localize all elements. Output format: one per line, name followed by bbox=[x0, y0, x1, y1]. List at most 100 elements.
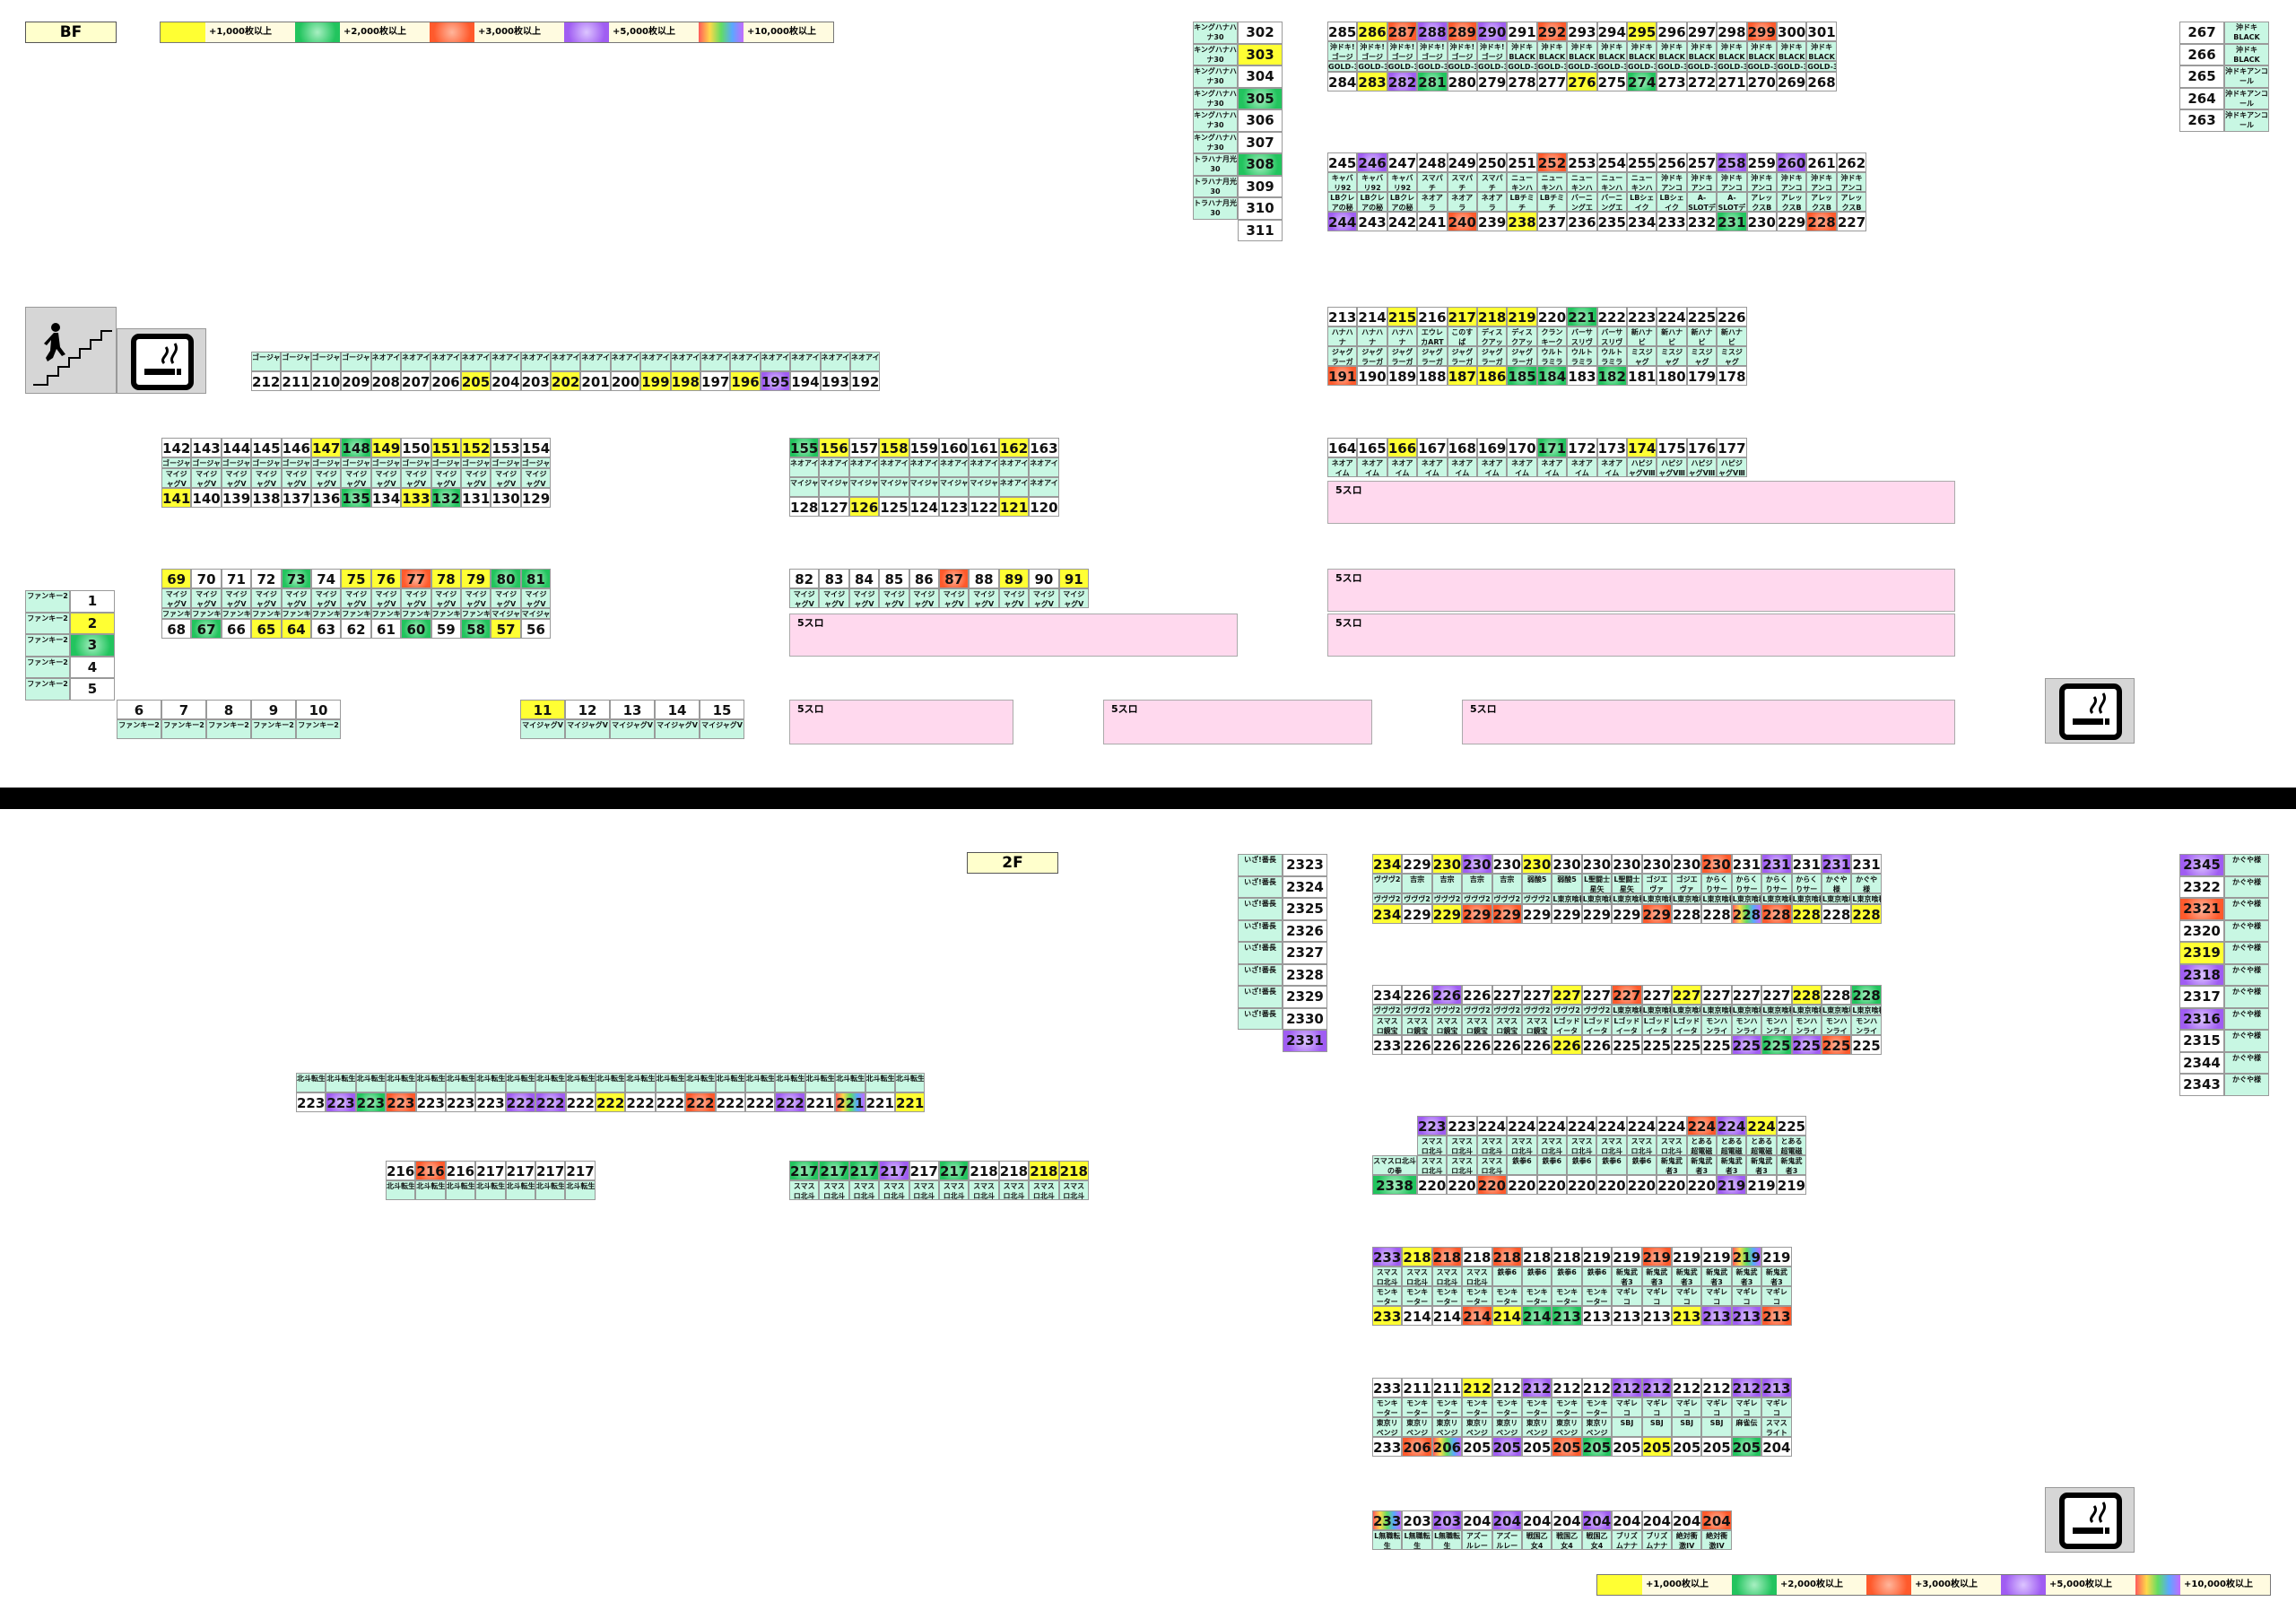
machine-name: ネオアイム bbox=[460, 352, 491, 371]
machine-number: 2259 bbox=[1612, 1035, 1642, 1055]
machine-number: 61 bbox=[370, 619, 402, 639]
machine-number: 2249 bbox=[1746, 1116, 1777, 1136]
machine-number: 281 bbox=[1417, 72, 1448, 91]
machine-number: 229 bbox=[1777, 212, 1807, 231]
machine-number: 270 bbox=[1746, 72, 1777, 91]
machine-name: ネオアイム bbox=[850, 352, 881, 371]
machine-number: 2134 bbox=[1701, 1306, 1732, 1326]
machine-number: 250 bbox=[1477, 152, 1508, 172]
machine-name: マイジャグV bbox=[520, 588, 552, 608]
machine-name: モンキーターンV bbox=[1522, 1286, 1552, 1306]
machine-number: 2227 bbox=[565, 1092, 596, 1112]
machine-name: クランキークレスト bbox=[1536, 326, 1568, 346]
machine-name: マイジャグV bbox=[430, 468, 461, 488]
machine-name: ハピジャグVⅢ bbox=[1717, 457, 1747, 477]
machine-number: 2265 bbox=[1431, 1035, 1463, 1055]
machine-number: 188 bbox=[1417, 366, 1448, 386]
machine-name: SBJ bbox=[1701, 1417, 1732, 1437]
machine-number: 2191 bbox=[1612, 1247, 1642, 1266]
machine-name: GOLD-30 bbox=[1657, 61, 1687, 72]
machine-name: マイジャグV bbox=[401, 468, 431, 488]
machine-number: 198 bbox=[670, 371, 700, 391]
machine-name: ニューキンハナV bbox=[1567, 172, 1597, 192]
smoking-area-bf-upper bbox=[117, 328, 206, 394]
machine-number: 163 bbox=[1029, 438, 1059, 457]
machine-number: 2168 bbox=[415, 1161, 446, 1180]
machine-number: 66 bbox=[221, 619, 252, 639]
machine-name: スマスロ北斗の拳 bbox=[1402, 1266, 1432, 1286]
machine-number: 2336 bbox=[1372, 1306, 1403, 1326]
machine-number: 2244 bbox=[1596, 1116, 1627, 1136]
machine-name: スマスロ北斗の拳 bbox=[879, 1180, 909, 1200]
machine-number: 2264 bbox=[1462, 1035, 1492, 1055]
machine-name: スマスロ北斗物語 bbox=[1507, 1136, 1537, 1155]
machine-name: からくりサーカス bbox=[1761, 874, 1792, 893]
machine-number: 137 bbox=[281, 488, 311, 508]
machine-name: 沖ドキアンコール bbox=[2224, 87, 2269, 109]
machine-number: 2207 bbox=[1476, 1175, 1508, 1195]
machine-number: 243 bbox=[1357, 212, 1387, 231]
machine-name: マイジャグV bbox=[909, 588, 939, 608]
machine-number: 258 bbox=[1717, 152, 1747, 172]
machine-name: マイジャグV bbox=[848, 477, 880, 497]
machine-number: 292 bbox=[1536, 22, 1568, 41]
machine-name: モンハンライズ bbox=[1851, 1015, 1882, 1035]
machine-name: いざ!番長 bbox=[1238, 875, 1283, 898]
machine-name: ディスクアップ2 bbox=[1507, 326, 1537, 346]
machine-number: 156 bbox=[819, 438, 849, 457]
machine-number: 269 bbox=[1777, 72, 1807, 91]
machine-number: 155 bbox=[789, 438, 820, 457]
machine-number: 260 bbox=[1777, 152, 1807, 172]
machine-name: ネオアイム bbox=[610, 352, 641, 371]
machine-name: マイジャグV bbox=[491, 468, 521, 488]
machine-name: マギレコ bbox=[1701, 1397, 1732, 1417]
machine-number: 11 bbox=[520, 700, 565, 719]
machine-number: 159 bbox=[909, 438, 939, 457]
machine-number: 142 bbox=[161, 438, 192, 457]
machine-number: 2120 bbox=[1462, 1378, 1492, 1397]
machine-name: ファンキー2 bbox=[221, 608, 252, 619]
machine-number: 2296 bbox=[1462, 904, 1492, 924]
machine-name: ヴヴヴ2 bbox=[1372, 893, 1403, 904]
machine-number: 160 bbox=[939, 438, 970, 457]
machine-name: バーサスリヴァ bbox=[1596, 326, 1627, 346]
machine-name: ネオアイム bbox=[1327, 457, 1358, 477]
machine-number: 185 bbox=[1507, 366, 1537, 386]
machine-name: モンキーターンV bbox=[1581, 1397, 1613, 1417]
machine-name: ネオアイム bbox=[879, 457, 909, 477]
machine-name: ネオアイム bbox=[670, 352, 700, 371]
machine-number: 2230 bbox=[475, 1092, 506, 1112]
machine-name: ジャグラーガールズ bbox=[1417, 346, 1448, 366]
machine-number: 2311 bbox=[1761, 854, 1792, 874]
machine-number: 2195 bbox=[1731, 1247, 1762, 1266]
machine-number: 186 bbox=[1477, 366, 1508, 386]
machine-name: 沖ドキアンコール bbox=[1686, 172, 1718, 192]
machine-number: 2287 bbox=[1731, 904, 1762, 924]
machine-number: 60 bbox=[401, 619, 431, 639]
machine-number: 78 bbox=[430, 569, 461, 588]
machine-number: 79 bbox=[461, 569, 491, 588]
machine-number: 157 bbox=[848, 438, 880, 457]
machine-number: 2039 bbox=[1431, 1510, 1463, 1530]
machine-name: ヴヴヴ2 bbox=[1462, 893, 1492, 904]
machine-name: ジャグラーガールズ bbox=[1387, 346, 1418, 366]
machine-name: スマスロ北斗物語 bbox=[1447, 1136, 1477, 1155]
legend-swatch bbox=[1597, 1575, 1642, 1595]
machine-number: 2128 bbox=[1701, 1378, 1732, 1397]
machine-number: 2041 bbox=[1492, 1510, 1522, 1530]
legend-label: +5,000枚以上 bbox=[609, 22, 699, 42]
five-slot-zone: 5スロ bbox=[789, 700, 1013, 744]
machine-name: ネオアラ bbox=[1417, 192, 1448, 212]
machine-number: 309 bbox=[1238, 175, 1283, 197]
machine-number: 225 bbox=[1686, 307, 1718, 326]
machine-number: 196 bbox=[730, 371, 761, 391]
machine-number: 164 bbox=[1327, 438, 1358, 457]
